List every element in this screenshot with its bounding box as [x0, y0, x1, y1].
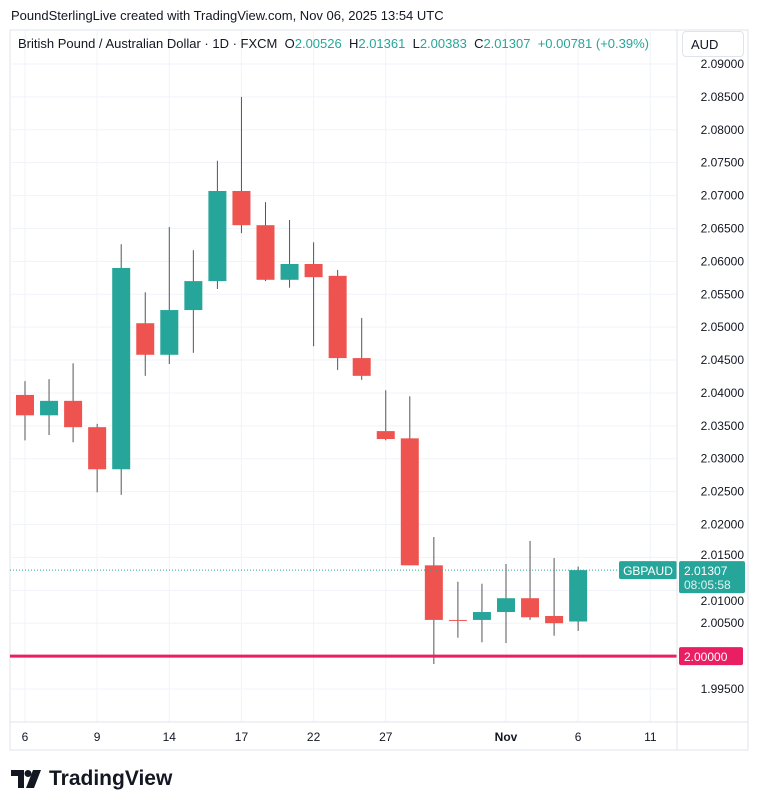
candle-body — [497, 598, 515, 613]
candle-body — [569, 570, 588, 622]
y-tick-label: 2.03500 — [701, 419, 745, 433]
symbol-legend: British Pound / Australian Dollar · 1D ·… — [18, 36, 649, 51]
y-tick-label: 2.02000 — [701, 518, 745, 532]
candle-body — [136, 323, 155, 355]
tradingview-logo-icon — [11, 770, 41, 788]
last-price-label: 2.01307 — [684, 564, 728, 578]
x-tick-label: 22 — [307, 730, 321, 744]
candle-body — [256, 225, 275, 280]
candle-body — [376, 431, 395, 440]
candle-body — [424, 565, 443, 620]
change-value: +0.00781 (+0.39%) — [537, 36, 649, 51]
candle-body — [160, 310, 179, 355]
level-price-label: 2.00000 — [684, 650, 728, 664]
x-tick-label: 6 — [575, 730, 582, 744]
candle-body — [232, 190, 251, 226]
chart-frame — [9, 29, 749, 751]
countdown-label: 08:05:58 — [684, 578, 731, 592]
y-tick-label: 2.02500 — [701, 485, 745, 499]
candles — [16, 96, 588, 665]
y-tick-label: 2.01500 — [701, 548, 745, 562]
high-value: 2.01361 — [358, 36, 406, 51]
y-tick-label: 2.06500 — [701, 221, 745, 235]
credit-text: PoundSterlingLive created with TradingVi… — [11, 8, 444, 23]
x-tick-label: Nov — [495, 730, 518, 744]
y-tick-label: 2.00500 — [701, 616, 745, 630]
y-tick-label: 2.07500 — [701, 156, 745, 170]
y-tick-label: 2.07000 — [701, 189, 745, 203]
y-tick-label: 2.01000 — [701, 594, 745, 608]
candle-body — [16, 394, 34, 416]
x-tick-label: 6 — [22, 730, 29, 744]
close-value: 2.01307 — [483, 36, 531, 51]
candle-body — [545, 615, 564, 624]
candle-body — [328, 275, 347, 359]
x-tick-label: 17 — [235, 730, 249, 744]
candle-body — [208, 190, 227, 282]
candle-body — [64, 400, 83, 428]
candle-body — [521, 598, 540, 618]
level-price-tag — [679, 647, 743, 666]
y-tick-label: 2.05500 — [701, 287, 745, 301]
y-tick-label: 1.99500 — [701, 682, 745, 696]
y-tick-label: 2.05000 — [701, 320, 745, 334]
y-tick-label: 2.04000 — [701, 386, 745, 400]
x-tick-label: 11 — [644, 730, 657, 744]
logo-text: TradingView — [49, 767, 173, 790]
y-tick-label: 2.06000 — [701, 254, 745, 268]
y-tick-label: 2.04500 — [701, 353, 745, 367]
candle-body — [112, 267, 131, 470]
y-tick-label: 2.03000 — [701, 452, 745, 466]
high-label: H — [348, 36, 359, 51]
tradingview-logo: TradingView — [11, 767, 172, 791]
x-tick-label: 14 — [163, 730, 177, 744]
low-value: 2.00383 — [419, 36, 467, 51]
symbol-label: GBPAUD — [623, 564, 673, 578]
candle-body — [184, 281, 203, 311]
last-price-tag — [679, 561, 745, 594]
candle-body — [472, 612, 491, 620]
open-label: O — [284, 36, 295, 51]
candle-body — [88, 427, 107, 470]
close-label: C — [474, 36, 484, 51]
candle-body — [280, 264, 299, 280]
symbol-tag — [619, 561, 677, 580]
candle-body — [448, 619, 467, 621]
candle-body — [40, 400, 59, 416]
y-tick-label: 2.08500 — [701, 90, 745, 104]
low-label: L — [412, 36, 420, 51]
candle-body — [352, 358, 371, 376]
y-tick-label: 2.09000 — [701, 57, 745, 71]
x-tick-label: 9 — [94, 730, 101, 744]
candle-body — [400, 438, 419, 566]
y-tick-label: 2.08000 — [701, 123, 745, 137]
candle-body — [304, 264, 323, 278]
symbol-title: British Pound / Australian Dollar · 1D ·… — [18, 36, 278, 51]
x-tick-label: 27 — [379, 730, 393, 744]
open-value: 2.00526 — [294, 36, 342, 51]
currency-button[interactable]: AUD — [682, 31, 744, 57]
axes: 2.09000 2.08500 2.08000 2.07500 2.07000 2.065… — [10, 30, 748, 750]
